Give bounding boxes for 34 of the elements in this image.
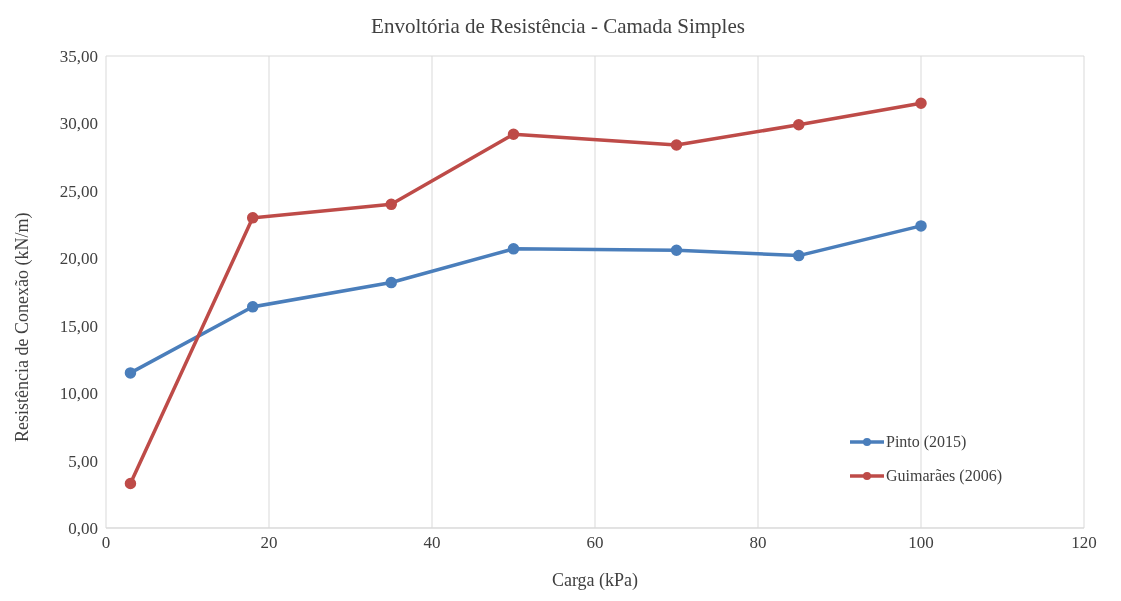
y-tick-label: 10,00 — [59, 384, 98, 404]
x-tick-label: 40 — [423, 533, 441, 553]
legend-label: Guimarães (2006) — [886, 467, 1002, 485]
y-tick-label: 30,00 — [59, 114, 98, 134]
point — [385, 276, 397, 289]
point — [507, 128, 520, 140]
y-tick-label: 35,00 — [59, 47, 98, 67]
x-tick-label: 60 — [586, 533, 604, 553]
point — [793, 119, 805, 131]
y-tick-label: 20,00 — [59, 249, 98, 269]
y-tick-label: 5,00 — [68, 451, 98, 471]
point — [670, 244, 683, 256]
y-tick-label: 15,00 — [59, 316, 98, 336]
x-tick-label: 0 — [101, 533, 111, 553]
point — [385, 198, 397, 211]
y-tick-label: 0,00 — [68, 519, 98, 539]
x-tick-label: 120 — [1071, 533, 1097, 553]
y-axis-title: Resistência de Conexão (kN/m) — [12, 212, 34, 442]
x-axis-title: Carga (kPa) — [551, 570, 639, 591]
point — [507, 243, 520, 255]
point — [124, 367, 137, 379]
point — [246, 212, 259, 224]
point — [124, 477, 137, 490]
point — [670, 139, 683, 151]
point — [915, 97, 927, 109]
chart-title: Envoltória de Resistência - Camada Simples — [370, 13, 746, 40]
x-tick-label: 80 — [749, 533, 767, 553]
point — [915, 220, 927, 232]
x-tick-label: 20 — [260, 533, 278, 553]
legend-label: Pinto (2015) — [886, 433, 967, 451]
point — [246, 301, 259, 313]
point — [793, 249, 805, 262]
y-tick-label: 25,00 — [59, 181, 98, 201]
x-tick-label: 100 — [908, 533, 934, 553]
